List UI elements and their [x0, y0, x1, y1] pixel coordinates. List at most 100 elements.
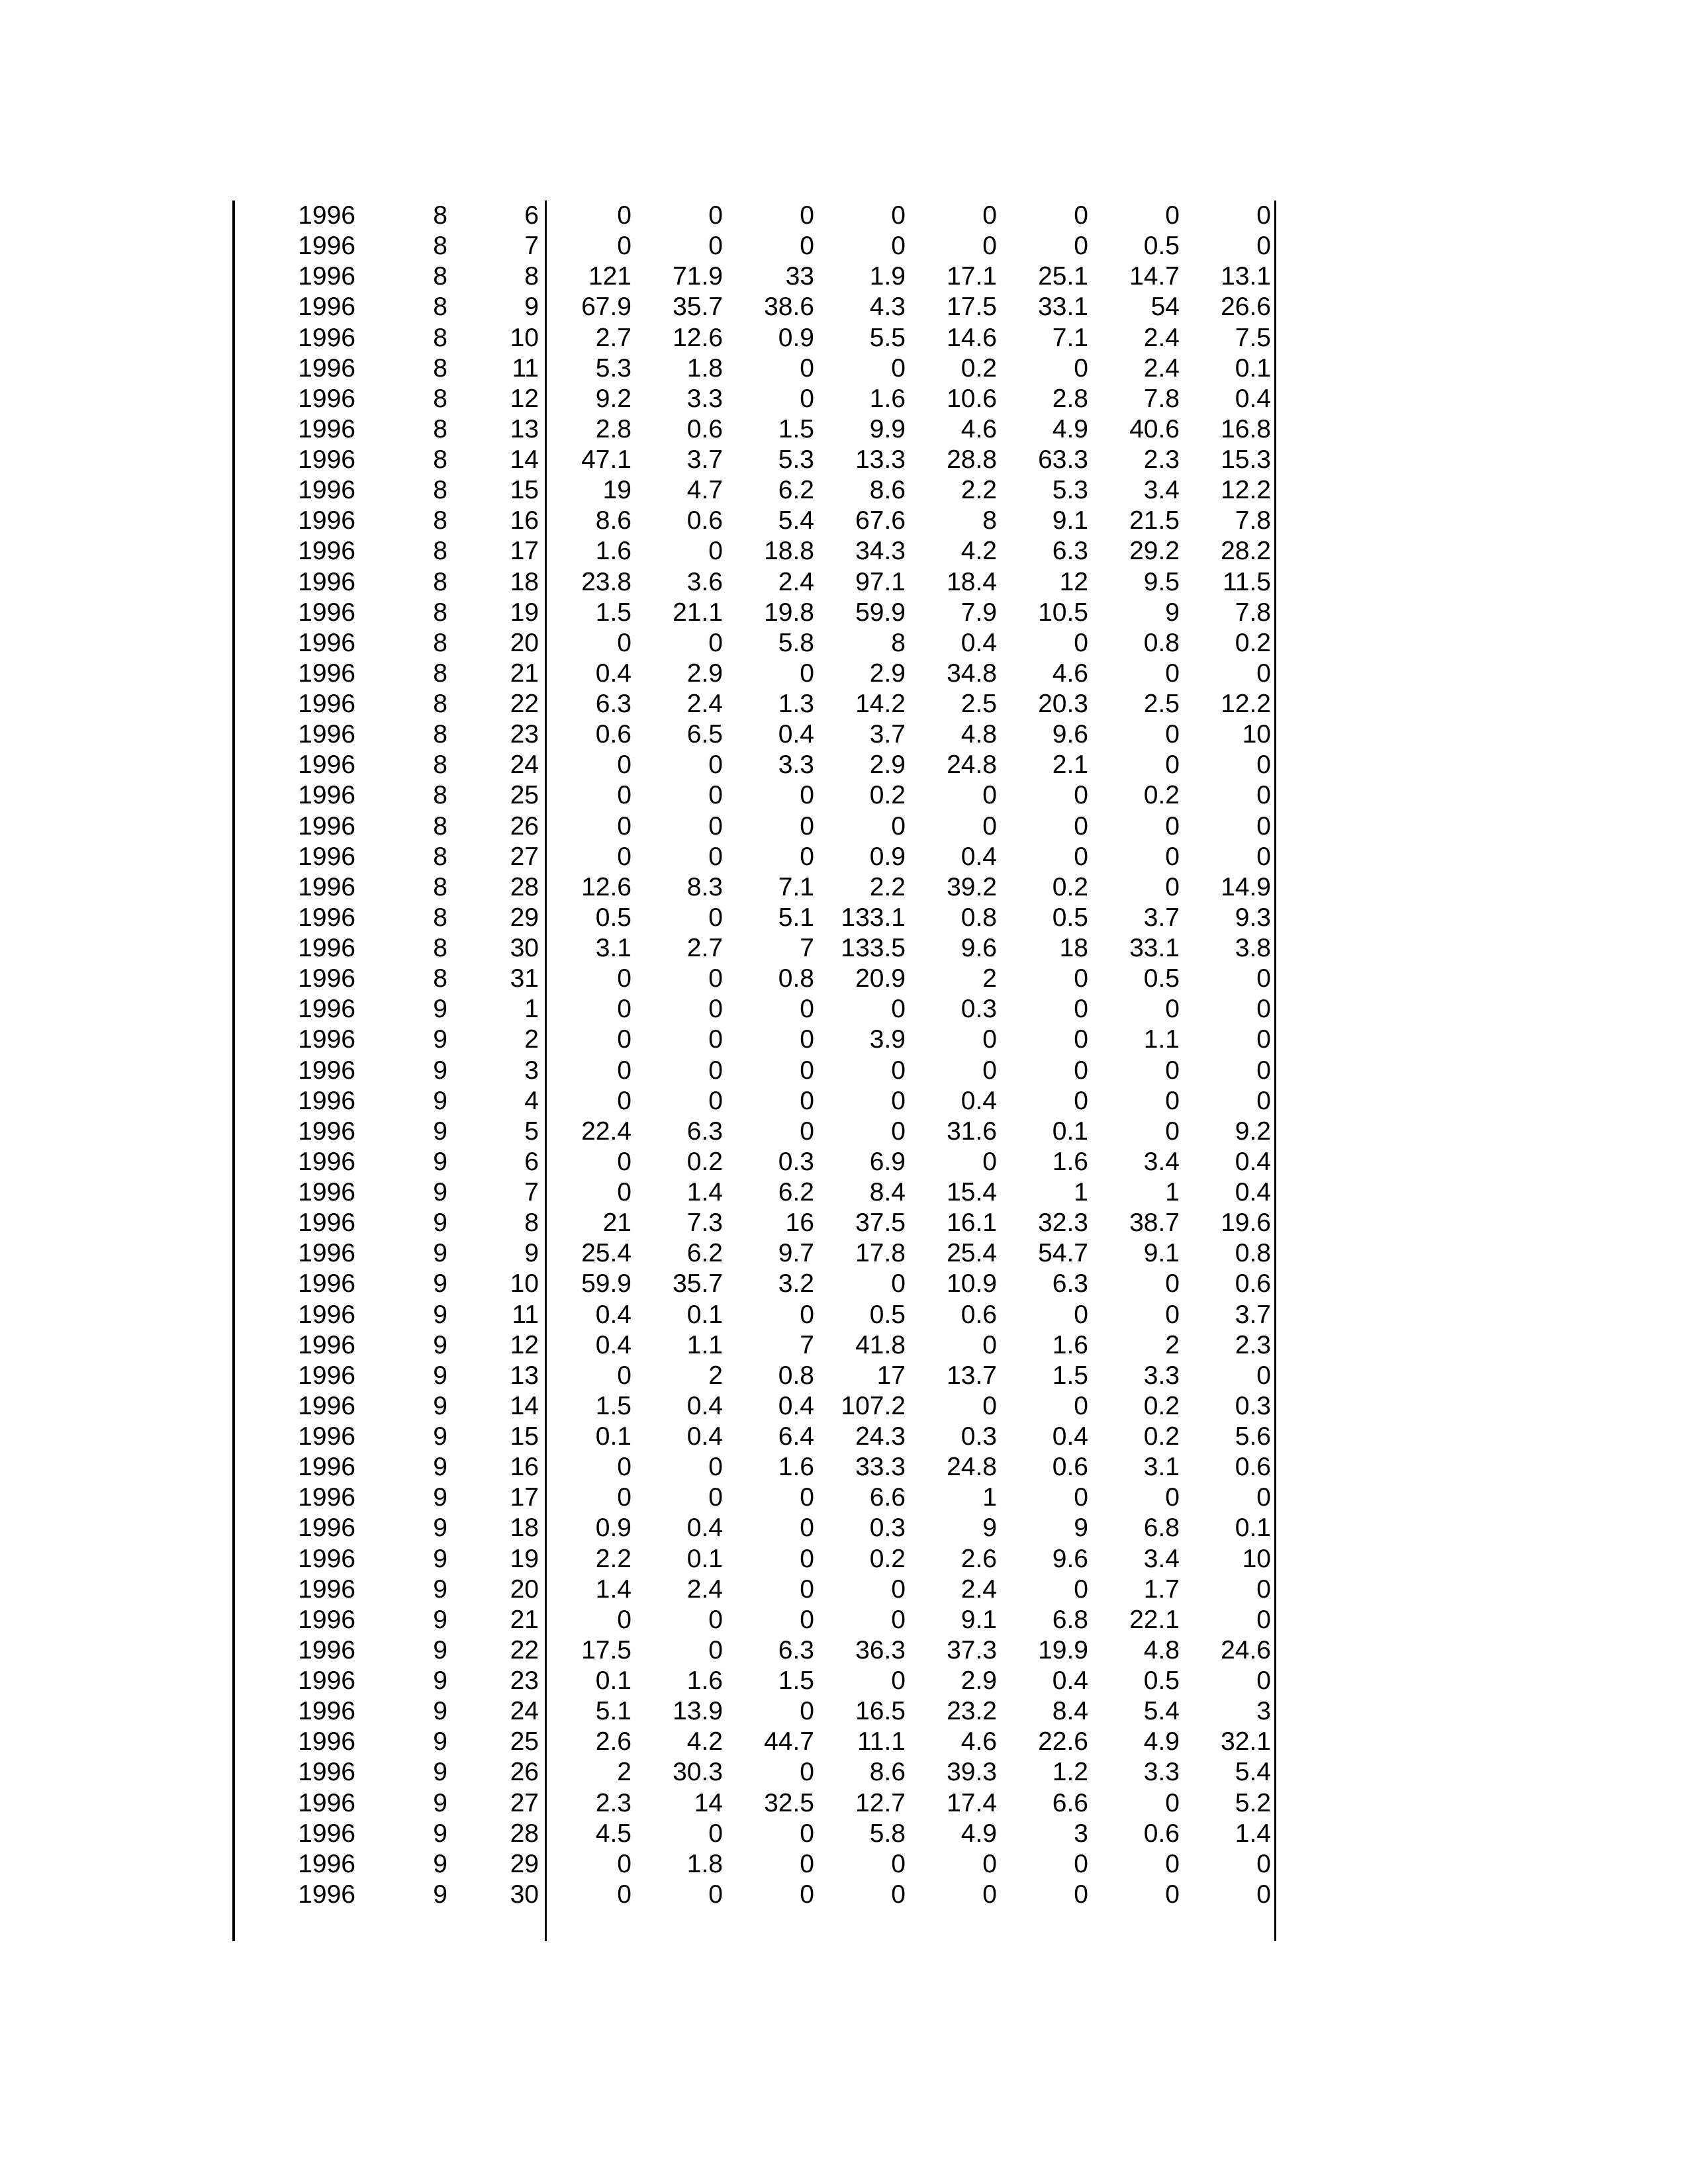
cell-day: 29	[510, 903, 539, 932]
cell-value-4: 6.6	[869, 1483, 906, 1512]
cell-value-3: 7	[800, 934, 814, 962]
cell-value-6: 0.4	[1052, 1666, 1088, 1695]
cell-year: 1996	[298, 1635, 355, 1664]
cell-value-1: 0	[617, 1605, 632, 1634]
cell-value-3: 5.4	[778, 506, 814, 535]
cell-value-5: 4.6	[961, 414, 997, 443]
cell-month: 8	[433, 384, 447, 413]
cell-value-2: 35.7	[673, 293, 723, 322]
table-row: 1996 9 15 0.1 0.4 6.4 24.3 0.3 0.4 0.2 5.6	[234, 1422, 1272, 1452]
cell-value-5: 8	[982, 506, 997, 535]
cell-month: 9	[433, 1330, 447, 1359]
cell-value-7: 21.5	[1129, 506, 1180, 535]
cell-value-1: 21	[602, 1208, 632, 1238]
cell-value-1: 0	[617, 995, 632, 1024]
cell-month: 9	[433, 1758, 447, 1787]
cell-value-5: 2.2	[961, 476, 997, 505]
cell-day: 20	[510, 628, 539, 657]
table-row: 1996 9 23 0.1 1.6 1.5 0 2.9 0.4 0.5 0	[234, 1666, 1272, 1696]
cell-value-4: 0	[891, 1849, 906, 1878]
cell-value-5: 0	[982, 1025, 997, 1054]
cell-value-6: 0	[1074, 1574, 1088, 1604]
cell-year: 1996	[298, 1544, 355, 1573]
cell-value-6: 0	[1074, 781, 1088, 810]
cell-day: 22	[510, 1635, 539, 1664]
cell-day: 13	[510, 1361, 539, 1390]
cell-value-7: 0	[1165, 995, 1180, 1024]
cell-value-5: 0	[982, 1849, 997, 1878]
cell-value-5: 0.3	[961, 995, 997, 1024]
cell-value-2: 3.6	[686, 567, 723, 596]
cell-month: 9	[433, 1453, 447, 1482]
cell-value-3: 6.4	[778, 1422, 814, 1451]
cell-value-3: 0	[800, 1116, 814, 1146]
cell-value-3: 1.3	[778, 690, 814, 718]
cell-value-5: 0.4	[961, 628, 997, 657]
cell-value-4: 34.3	[855, 537, 906, 566]
cell-value-4: 24.3	[855, 1422, 906, 1451]
cell-value-6: 63.3	[1038, 445, 1088, 474]
cell-value-1: 0	[617, 811, 632, 841]
cell-value-6: 0	[1074, 1391, 1088, 1420]
table-row: 1996 8 21 0.4 2.9 0 2.9 34.8 4.6 0 0	[234, 659, 1272, 689]
cell-value-5: 7.9	[961, 598, 997, 627]
cell-value-3: 9.7	[778, 1239, 814, 1268]
cell-value-8: 12.2	[1221, 690, 1271, 718]
cell-value-8: 3.7	[1235, 1300, 1271, 1329]
cell-value-7: 0	[1165, 1056, 1180, 1085]
table-row: 1996 9 17 0 0 0 6.6 1 0 0 0	[234, 1482, 1272, 1513]
cell-value-6: 22.6	[1038, 1727, 1088, 1756]
cell-value-4: 0.2	[869, 781, 906, 810]
cell-month: 9	[433, 1880, 447, 1909]
cell-year: 1996	[298, 1391, 355, 1420]
cell-value-7: 0	[1165, 1483, 1180, 1512]
cell-month: 8	[433, 872, 447, 901]
cell-value-4: 0.9	[869, 842, 906, 871]
cell-value-3: 0	[800, 1574, 814, 1604]
cell-value-5: 10.9	[947, 1269, 997, 1298]
cell-value-4: 6.9	[869, 1147, 906, 1176]
cell-day: 23	[510, 1666, 539, 1695]
cell-value-4: 0	[891, 1880, 906, 1909]
cell-value-4: 133.1	[841, 903, 906, 932]
cell-value-1: 0	[617, 1178, 632, 1206]
cell-value-2: 0.6	[686, 414, 723, 443]
cell-month: 9	[433, 1086, 447, 1115]
cell-year: 1996	[298, 964, 355, 993]
table-row: 1996 8 11 5.3 1.8 0 0 0.2 0 2.4 0.1	[234, 353, 1272, 384]
table-row: 1996 8 31 0 0 0.8 20.9 2 0 0.5 0	[234, 964, 1272, 994]
cell-value-3: 0.9	[778, 323, 814, 352]
cell-value-3: 0	[800, 1880, 814, 1909]
cell-value-6: 1.5	[1052, 1361, 1088, 1390]
cell-value-8: 24.6	[1221, 1635, 1271, 1664]
table-row: 1996 9 9 25.4 6.2 9.7 17.8 25.4 54.7 9.1 0.8	[234, 1238, 1272, 1269]
cell-value-6: 32.3	[1038, 1208, 1088, 1238]
cell-year: 1996	[298, 781, 355, 810]
cell-value-6: 9	[1074, 1514, 1088, 1543]
cell-value-8: 0	[1256, 1025, 1271, 1054]
cell-value-6: 1	[1074, 1178, 1088, 1206]
cell-value-1: 9.2	[595, 384, 632, 413]
cell-day: 24	[510, 751, 539, 780]
cell-value-7: 0	[1165, 1116, 1180, 1146]
cell-value-2: 0	[708, 1025, 723, 1054]
cell-value-8: 5.6	[1235, 1422, 1271, 1451]
cell-value-8: 0.1	[1235, 1514, 1271, 1543]
cell-value-1: 0	[617, 1453, 632, 1482]
cell-value-2: 7.3	[686, 1208, 723, 1238]
cell-value-2: 2	[708, 1361, 723, 1390]
cell-value-1: 5.1	[595, 1697, 632, 1726]
cell-value-5: 37.3	[947, 1635, 997, 1664]
cell-month: 9	[433, 995, 447, 1024]
cell-value-4: 36.3	[855, 1635, 906, 1664]
cell-value-5: 0	[982, 1880, 997, 1909]
cell-value-7: 0	[1165, 201, 1180, 230]
cell-value-8: 12.2	[1221, 476, 1271, 505]
cell-value-8: 7.8	[1235, 598, 1271, 627]
cell-year: 1996	[298, 1453, 355, 1482]
cell-value-5: 0	[982, 1147, 997, 1176]
cell-value-6: 0	[1074, 1880, 1088, 1909]
cell-month: 9	[433, 1483, 447, 1512]
cell-value-8: 0.8	[1235, 1239, 1271, 1268]
cell-day: 26	[510, 1758, 539, 1787]
